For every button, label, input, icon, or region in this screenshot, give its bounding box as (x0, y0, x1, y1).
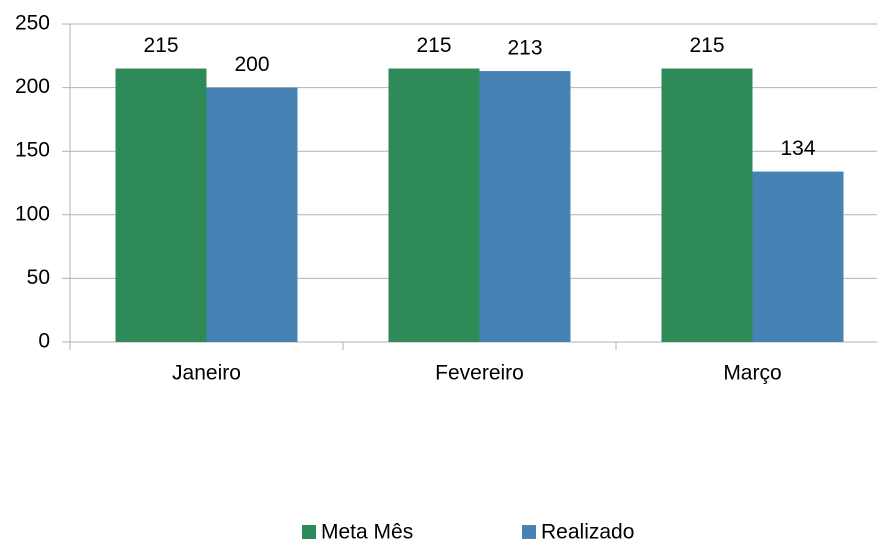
y-tick-label: 100 (15, 202, 50, 225)
legend-swatch (302, 525, 316, 539)
bar (752, 171, 844, 342)
legend-swatch (522, 525, 536, 539)
y-tick-label: 150 (15, 139, 50, 162)
data-label: 215 (416, 34, 451, 57)
data-label: 134 (780, 137, 815, 160)
y-tick-label: 50 (27, 266, 50, 289)
y-tick-label: 200 (15, 75, 50, 98)
data-label: 213 (507, 37, 542, 60)
x-tick-label: Fevereiro (435, 362, 524, 385)
bar (115, 68, 207, 343)
x-tick-label: Janeiro (172, 362, 241, 385)
bar (479, 71, 571, 343)
bar (388, 68, 480, 343)
legend-label: Meta Mês (321, 521, 413, 544)
data-label: 215 (143, 34, 178, 57)
legend-label: Realizado (541, 521, 634, 544)
data-label: 215 (689, 34, 724, 57)
y-tick-label: 250 (15, 12, 50, 35)
bar (661, 68, 753, 343)
x-tick-label: Março (723, 362, 781, 385)
data-label: 200 (234, 53, 269, 76)
y-tick-label: 0 (38, 330, 50, 353)
bar (206, 87, 298, 342)
